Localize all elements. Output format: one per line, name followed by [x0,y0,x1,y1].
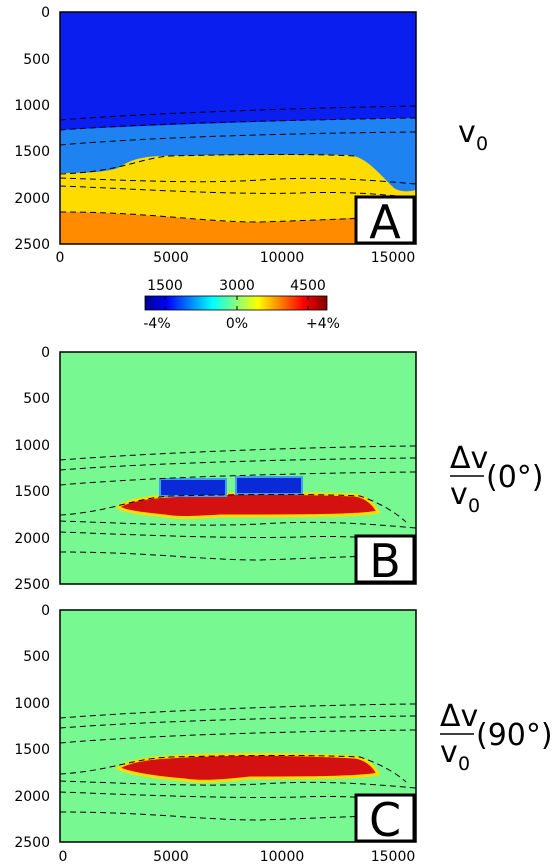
svg-text:(90°): (90°) [476,718,553,753]
panel-b-letter-box: B [354,534,416,588]
y-tick-label: 0 [41,603,50,619]
panel-c-y-ticks: 0 500 1000 1500 2000 2500 [14,603,50,851]
panel-b-anomaly-negative-right [235,476,303,495]
y-tick-label: 0 [41,345,50,361]
y-tick-label: 500 [23,52,50,68]
svg-text:Δv: Δv [440,699,478,734]
colorbar-top-label: 4500 [290,278,326,294]
svg-text:0: 0 [476,133,488,155]
panel-c-letter: C [369,793,401,847]
panel-a-contours [60,105,416,223]
svg-text:v: v [450,477,468,512]
panel-b-y-ticks: 0 500 1000 1500 2000 2500 [14,345,50,593]
x-tick-label: 0 [59,849,68,865]
y-tick-label: 2500 [14,835,50,851]
panel-b-letter: B [369,534,401,588]
y-tick-label: 1000 [14,696,50,712]
panel-b-side-label: Δv v 0 (0°) [450,441,544,517]
x-tick-label: 10000 [260,250,305,266]
y-tick-label: 0 [41,5,50,21]
panel-a-x-ticks: 0 5000 10000 15000 [56,250,416,266]
y-tick-label: 1500 [14,144,50,160]
panel-a-y-ticks: 0 500 1000 1500 2000 2500 [14,5,50,253]
colorbar-top-label: 1500 [147,278,183,294]
panel-a-letter-box: A [354,195,416,249]
y-tick-label: 2000 [14,789,50,805]
svg-text:v: v [458,115,476,150]
y-tick-label: 1500 [14,742,50,758]
panel-a-side-label: v 0 [458,115,488,155]
y-tick-label: 500 [23,649,50,665]
x-tick-label: 15000 [371,849,416,865]
panel-a-layer4 [60,212,416,244]
panel-c-x-ticks: 0 5000 10000 15000 [59,849,416,865]
colorbar: 1500 3000 4500 -4% 0% +4% [143,278,340,332]
y-tick-label: 1000 [14,438,50,454]
x-tick-label: 5000 [153,849,189,865]
panel-c: C 0 500 1000 1500 2000 2500 0 5000 10000… [14,603,552,865]
svg-text:v: v [440,735,458,770]
panel-b-anomaly-positive [115,491,381,519]
y-tick-label: 1500 [14,484,50,500]
svg-text:(0°): (0°) [486,460,544,495]
colorbar-bottom-label: 0% [226,316,248,332]
colorbar-bottom-label: -4% [143,316,170,332]
colorbar-bottom-label: +4% [306,316,340,332]
y-tick-label: 2500 [14,577,50,593]
x-tick-label: 10000 [260,849,305,865]
panel-b-anomaly-negative-left [159,478,227,497]
panel-b: B 0 500 1000 1500 2000 2500 Δv v 0 (0°) [14,345,543,593]
svg-text:0: 0 [468,495,480,517]
svg-text:Δv: Δv [450,441,488,476]
y-tick-label: 2500 [14,237,50,253]
x-tick-label: 5000 [153,250,189,266]
y-tick-label: 500 [23,391,50,407]
y-tick-label: 2000 [14,191,50,207]
colorbar-top-label: 3000 [219,278,255,294]
panel-a-letter: A [369,195,401,249]
colorbar-gradient [144,295,328,311]
panel-c-anomaly-positive [115,752,381,783]
y-tick-label: 2000 [14,531,50,547]
y-tick-label: 1000 [14,98,50,114]
panel-c-side-label: Δv v 0 (90°) [440,699,553,775]
panel-a: A 0 500 1000 1500 2000 2500 0 5000 10000… [14,5,488,266]
svg-text:0: 0 [458,753,470,775]
x-tick-label: 15000 [371,250,416,266]
x-tick-label: 0 [56,250,65,266]
panel-c-letter-box: C [354,793,416,847]
